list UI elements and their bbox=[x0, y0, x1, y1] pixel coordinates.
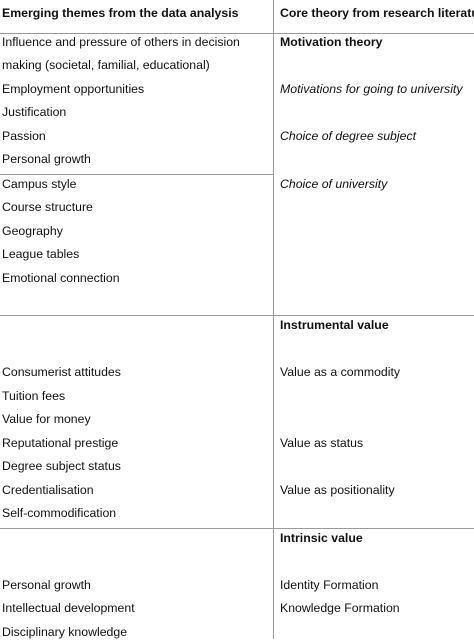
section-heading: Instrumental value bbox=[280, 318, 389, 332]
column-divider bbox=[273, 0, 274, 639]
theme-item: Geography bbox=[2, 224, 63, 238]
theme-item: Disciplinary knowledge bbox=[2, 625, 128, 639]
theory-item: Choice of degree subject bbox=[280, 129, 417, 143]
theory-item: Knowledge Formation bbox=[280, 601, 400, 615]
theme-item: Emotional connection bbox=[2, 271, 120, 285]
theme-item: Reputational prestige bbox=[2, 436, 119, 450]
theme-item: Passion bbox=[2, 129, 46, 143]
section-divider-rule bbox=[0, 315, 474, 316]
theme-item: League tables bbox=[2, 247, 80, 261]
theme-item: Degree subject status bbox=[2, 459, 121, 473]
theory-item: Identity Formation bbox=[280, 578, 379, 592]
theory-item: Value as a commodity bbox=[280, 365, 401, 379]
header-bottom-rule bbox=[0, 33, 474, 34]
theory-item: Choice of university bbox=[280, 177, 388, 191]
column-header-theory: Core theory from research literature bbox=[280, 6, 474, 20]
theme-item: Personal growth bbox=[2, 578, 91, 592]
theme-item: Personal growth bbox=[2, 152, 91, 166]
theory-item: Value as status bbox=[280, 436, 364, 450]
theme-item: Credentialisation bbox=[2, 483, 94, 497]
section-heading: Intrinsic value bbox=[280, 531, 363, 545]
section-heading: Motivation theory bbox=[280, 35, 383, 49]
theme-item: Tuition fees bbox=[2, 389, 66, 403]
section-divider-rule bbox=[0, 528, 474, 529]
theme-item: Influence and pressure of others in deci… bbox=[2, 35, 240, 49]
group-divider-rule bbox=[0, 174, 273, 175]
theme-item: making (societal, familial, educational) bbox=[2, 58, 210, 72]
theme-item: Self-commodification bbox=[2, 506, 117, 520]
theme-item: Employment opportunities bbox=[2, 82, 145, 96]
column-header-themes: Emerging themes from the data analysis bbox=[2, 6, 239, 20]
theme-item: Intellectual development bbox=[2, 601, 135, 615]
theory-item: Motivations for going to university bbox=[280, 82, 463, 96]
theme-item: Justification bbox=[2, 105, 67, 119]
theme-item: Campus style bbox=[2, 177, 77, 191]
theme-item: Value for money bbox=[2, 412, 91, 426]
theory-item: Value as positionality bbox=[280, 483, 395, 497]
theme-item: Course structure bbox=[2, 200, 93, 214]
theme-item: Consumerist attitudes bbox=[2, 365, 121, 379]
